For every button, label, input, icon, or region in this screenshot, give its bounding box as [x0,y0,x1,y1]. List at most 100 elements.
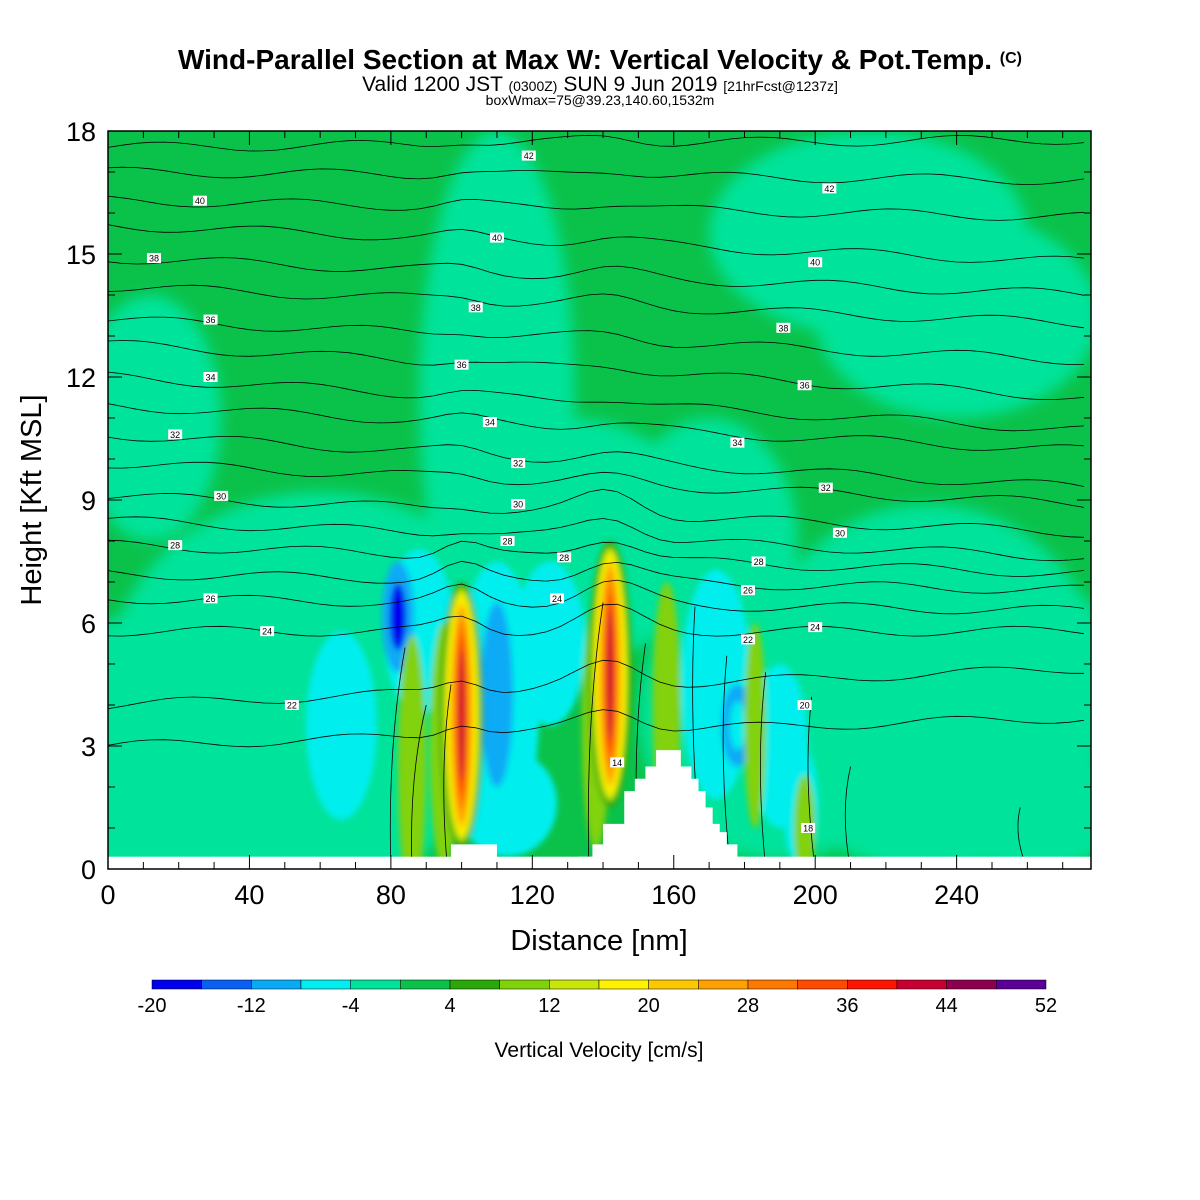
contour-label-bg [776,322,791,333]
contour-label-bg [822,183,837,194]
contour-label-bg [489,232,504,243]
y-tick-label: 3 [81,732,96,762]
contour-label-bg [203,372,218,382]
contour-label-text: 28 [170,541,180,551]
weak-motion-region [161,778,338,869]
contour-label: 42 [822,183,837,194]
contour-label: 24 [808,622,823,633]
isentrope-line [389,647,406,869]
colorbar-bin [698,979,749,990]
terrain-layer [108,750,1091,869]
weak-motion-region [815,213,1091,418]
contour-label: 32 [168,429,183,440]
contour-label-bg [801,823,816,833]
contour-label-text: 40 [195,196,205,206]
isentrope-line [108,461,1084,508]
contour-label: 40 [808,257,823,268]
contour-label-bg [284,700,299,710]
contour-label-bg [203,314,218,325]
colorbar-bin [648,979,699,990]
forecast-info: [21hrFcst@1237z] [723,78,838,94]
isentrope-line [108,316,1084,366]
weak-downdraft [306,631,377,820]
isentrope-line [722,655,731,869]
isentrope-line [108,134,1084,152]
contour-label: 34 [482,417,497,428]
colorbar-bin [996,979,1047,990]
contour-label-bg [511,458,526,469]
colorbar-bin [151,979,202,990]
contour-label-text: 22 [287,701,297,711]
isentrope-line [108,579,1084,615]
colorbar-bin [400,979,451,990]
box-info: boxWmax=75@39.23,140.60,1532m [485,92,715,108]
contour-label: 24 [550,593,565,604]
contour-label-bg [192,195,207,206]
contour-label-text: 42 [824,184,834,194]
colorbar-tick-label: 52 [1035,995,1057,1017]
contour-label: 36 [454,359,469,370]
contour-label: 32 [511,458,526,469]
contour-label-text: 30 [513,500,523,510]
isentrope-line [760,672,767,869]
colorbar-bin [747,979,798,990]
contour-label-bg [454,359,469,370]
isentrope-line [108,488,1084,538]
contour-label: 38 [776,322,791,333]
isentrope-line [108,403,1084,451]
contour-label-text: 36 [457,360,467,370]
contour-label: 28 [557,552,572,563]
isentrope-line [108,195,1084,221]
contour-label-bg [808,257,823,268]
x-tick-label: 200 [793,880,838,910]
updraft-core [607,607,614,741]
contour-label-text: 28 [503,537,513,547]
downdraft-peak [488,639,505,751]
x-tick-label: 240 [934,880,979,910]
contour-label-text: 30 [835,528,845,538]
contour-label: 24 [260,626,275,637]
contour-label-text: 14 [612,758,622,768]
colorbar-label: Vertical Velocity [cm/s] [495,1039,704,1062]
colorbar-bin [449,979,500,990]
contour-label-text: 34 [732,438,742,448]
contour-label: 36 [203,314,218,325]
colorbar-bin [847,979,898,990]
contour-label: 36 [797,380,812,391]
weak-motion-region [108,295,222,541]
contour-label-text: 34 [485,418,495,428]
isentrope-line [108,224,1084,263]
contour-label: 18 [801,823,816,834]
x-tick-label: 80 [376,880,406,910]
chart-subtitle: Valid 1200 JST (0300Z) SUN 9 Jun 2019 [2… [0,73,1200,97]
colorbar-bin [251,979,302,990]
weak-downdraft [514,561,586,726]
contour-label-bg [832,527,847,538]
colorbar-tick-label: 12 [538,995,560,1017]
contour-label-bg [500,536,515,546]
weak-downdraft [458,750,558,857]
contour-label: 28 [751,556,766,567]
isentrope-line [108,371,1084,432]
contour-label-bg [610,757,625,768]
contour-label-text: 32 [513,459,523,469]
contour-label-text: 28 [754,557,764,567]
contour-label-text: 36 [800,381,810,391]
weak-updraft [793,774,816,869]
contour-label: 26 [203,593,218,604]
contour-label: 34 [203,372,218,383]
chart-title: Wind-Parallel Section at Max W: Vertical… [0,44,1200,76]
colorbar-bin [946,979,997,990]
downdraft-peak [389,583,406,651]
valid-time: Valid 1200 JST [362,73,503,96]
colorbar-bin [549,979,600,990]
contour-label: 20 [797,700,812,711]
contour-label: 22 [284,700,299,711]
colorbar-bin [797,979,848,990]
contour-label-bg [146,253,161,264]
colorbar-bin [350,979,401,990]
weak-updraft [744,623,766,828]
contour-label-bg [808,622,823,633]
contour-label-bg [751,556,766,567]
x-tick-label: 40 [234,880,264,910]
